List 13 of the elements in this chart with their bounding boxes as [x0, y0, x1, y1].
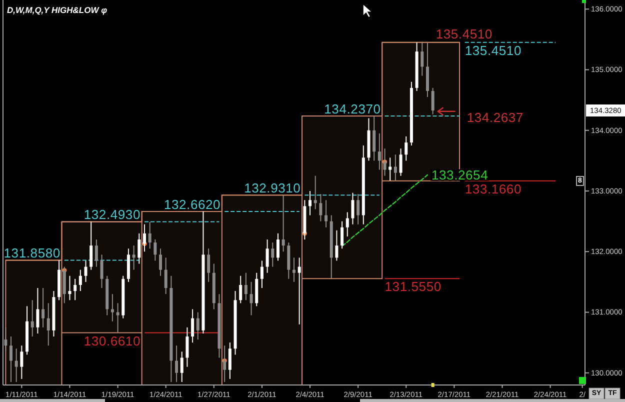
- data-label: 133.2654: [431, 167, 488, 182]
- data-label: 135.4510: [464, 42, 522, 58]
- data-label: 130.6610: [84, 333, 141, 348]
- data-label: 132.9310: [244, 180, 301, 196]
- data-label: 132.6620: [164, 196, 221, 212]
- data-label: 132.4930: [84, 207, 141, 222]
- data-label: 134.2370: [324, 101, 381, 116]
- data-label: 131.8580: [4, 246, 60, 261]
- data-label: 131.5550: [384, 279, 442, 294]
- text: D,W,M,Q,Y HIGH&LOW φ: [7, 5, 108, 15]
- annotation: 135.4510: [436, 26, 492, 42]
- data-label: 133.1660: [464, 181, 522, 196]
- annotation: 134.2637: [466, 110, 524, 125]
